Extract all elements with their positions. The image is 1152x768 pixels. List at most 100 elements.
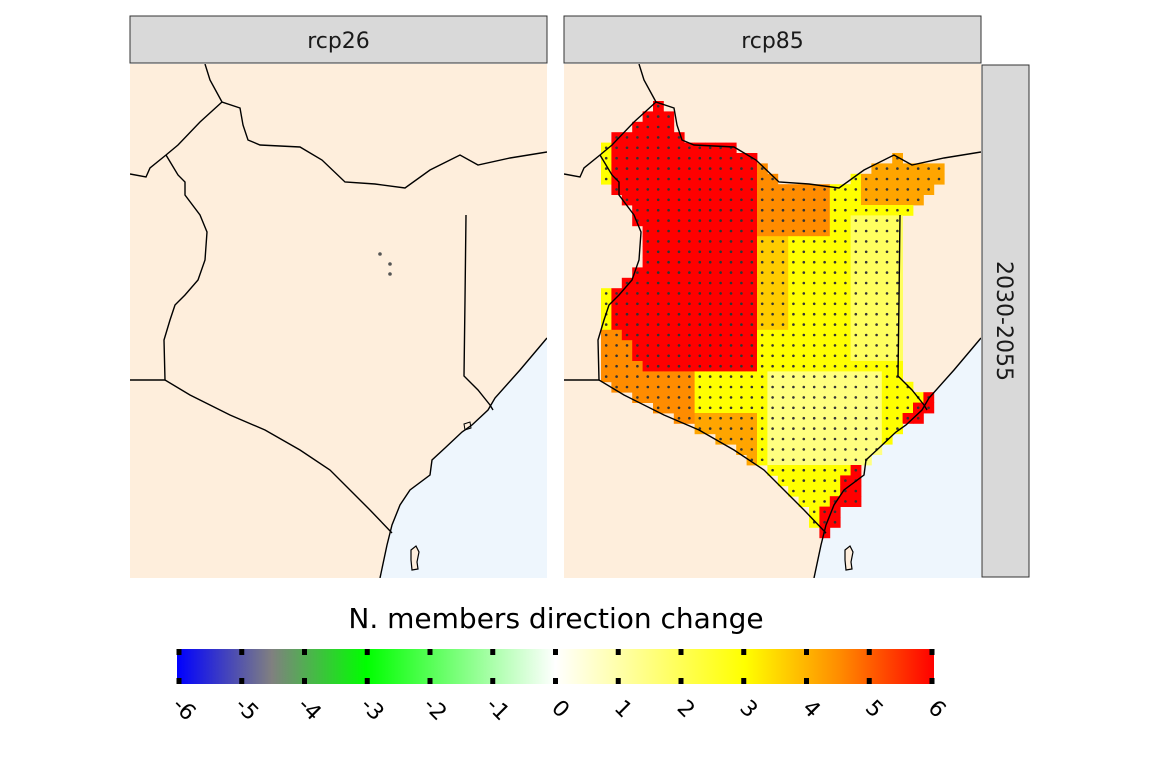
significance-dot: [656, 375, 660, 378]
significance-dot: [760, 437, 764, 441]
significance-dot: [802, 385, 806, 389]
significance-dot: [708, 146, 712, 150]
significance-dot: [844, 416, 847, 420]
significance-dot: [864, 240, 868, 243]
significance-dot: [677, 229, 681, 233]
significance-dot: [677, 385, 681, 389]
significance-dot: [885, 240, 889, 243]
significance-dot: [636, 198, 639, 202]
colorbar-tick: [427, 649, 433, 655]
significance-dot: [708, 364, 712, 368]
significance-dot: [854, 333, 858, 337]
significance-dot: [864, 208, 868, 212]
significance-dot: [740, 208, 743, 212]
significance-dot: [864, 416, 868, 420]
significance-dot: [698, 281, 702, 285]
significance-dot: [667, 396, 670, 399]
significance-dot: [688, 281, 691, 285]
significance-dot: [771, 271, 774, 274]
significance-dot: [729, 219, 733, 222]
significance-dot: [688, 344, 691, 347]
significance-dot: [833, 344, 837, 347]
significance-dot: [833, 271, 837, 274]
significance-dot: [771, 177, 774, 181]
significance-dot: [677, 271, 681, 274]
significance-dot: [802, 240, 806, 243]
significance-dot: [646, 323, 650, 326]
significance-dot: [636, 281, 639, 285]
significance-dot: [844, 333, 847, 337]
significance-dot: [719, 312, 722, 316]
significance-dot: [677, 344, 681, 347]
significance-dot: [646, 292, 650, 295]
significance-dot: [823, 364, 826, 368]
significance-dot: [864, 198, 868, 202]
significance-dot: [740, 177, 743, 181]
significance-dot: [719, 292, 722, 295]
significance-dot: [708, 323, 712, 326]
significance-dot: [792, 292, 795, 295]
significance-dot: [708, 219, 712, 222]
significance-dot: [667, 375, 670, 378]
significance-dot: [771, 364, 774, 368]
legend: N. members direction change -6 -5 -4 -3 -2 -1…: [167, 602, 950, 726]
significance-dot: [708, 260, 712, 264]
colorbar-tick-label: -1: [481, 693, 514, 726]
significance-dot: [896, 208, 899, 212]
significance-dot: [604, 302, 608, 306]
significance-dot: [854, 302, 858, 306]
significance-dot: [844, 302, 847, 306]
significance-dot: [656, 385, 660, 389]
significance-dot: [698, 156, 702, 160]
island: [410, 545, 420, 571]
significance-dot: [792, 406, 795, 410]
significance-dot: [823, 229, 826, 233]
significance-dot: [802, 489, 806, 493]
significance-dot: [792, 479, 795, 482]
significance-dot: [802, 448, 806, 451]
significance-dot: [760, 448, 764, 451]
significance-dot: [729, 437, 733, 441]
coastline: [379, 337, 547, 578]
significance-dot: [864, 271, 868, 274]
significance-dot: [708, 240, 712, 243]
significance-dot: [937, 177, 941, 181]
significance-dot: [792, 198, 795, 202]
significance-dot: [677, 416, 681, 420]
colorbar-tick: [804, 649, 809, 655]
significance-dot: [875, 229, 878, 233]
significance-dot: [844, 344, 847, 347]
map-panel-rcp26: [130, 64, 547, 578]
significance-dot: [854, 219, 858, 222]
significance-dot: [864, 364, 868, 368]
significance-dot: [833, 489, 837, 493]
significance-dot: [771, 396, 774, 399]
significance-dot: [854, 198, 858, 202]
significance-dot: [792, 458, 795, 462]
significance-dot: [833, 437, 837, 441]
significance-dot: [792, 489, 795, 493]
significance-dot: [719, 281, 722, 285]
significance-dot: [802, 344, 806, 347]
significance-dot: [864, 260, 868, 264]
significance-dot: [802, 312, 806, 316]
significance-dot: [750, 437, 754, 441]
significance-dot: [677, 281, 681, 285]
significance-dot: [688, 188, 691, 191]
significance-dot: [646, 312, 650, 316]
significance-dot: [719, 364, 722, 368]
significance-dot: [750, 375, 754, 378]
significance-dot: [771, 416, 774, 420]
significance-dot: [833, 292, 837, 295]
colorbar-tick: [176, 678, 182, 684]
significance-dot: [698, 240, 702, 243]
significance-dot: [625, 312, 629, 316]
significance-dot: [844, 406, 847, 410]
significance-dot: [844, 292, 847, 295]
significance-dot: [812, 416, 816, 420]
significance-dot: [792, 375, 795, 378]
significance-dot: [833, 479, 837, 482]
significance-dot: [812, 323, 816, 326]
significance-dot: [885, 198, 889, 202]
significance-dot: [615, 188, 618, 191]
